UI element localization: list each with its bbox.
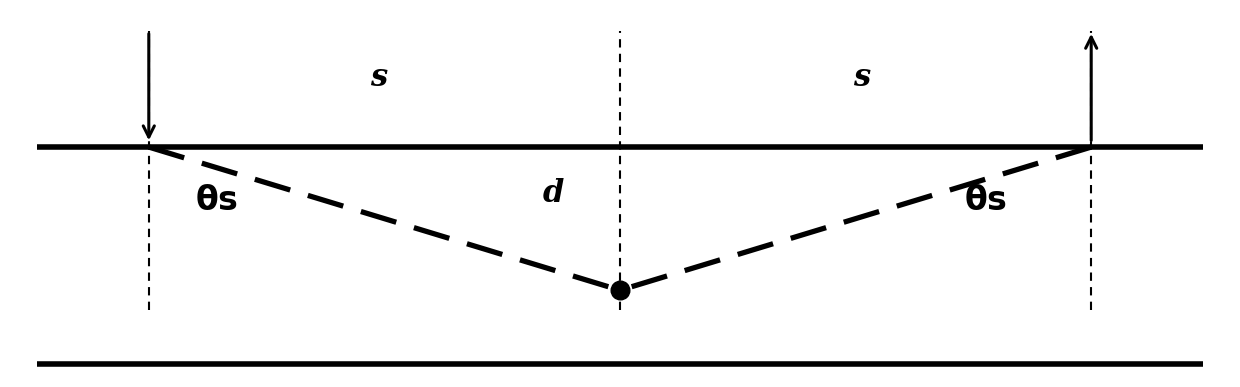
Text: $\mathbf{\theta s}$: $\mathbf{\theta s}$ xyxy=(965,185,1007,217)
Text: s: s xyxy=(370,62,387,93)
Text: s: s xyxy=(853,62,870,93)
Point xyxy=(610,287,630,293)
Text: d: d xyxy=(543,178,564,209)
Text: $\mathbf{\theta s}$: $\mathbf{\theta s}$ xyxy=(196,185,238,217)
